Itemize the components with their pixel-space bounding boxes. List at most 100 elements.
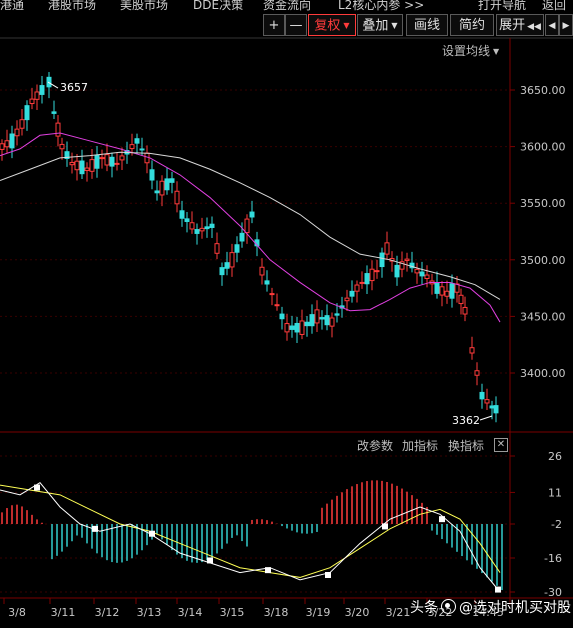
candle-body: [462, 306, 468, 315]
candle-body: [249, 211, 255, 218]
set-ma-label: 设置均线: [442, 44, 491, 58]
simple-mode-button[interactable]: 简约: [450, 14, 494, 36]
adjust-label: 复权: [314, 18, 341, 34]
x-tick-label: 3/14: [178, 606, 203, 619]
candle-body: [164, 178, 170, 191]
y-tick-label: 3600.00: [520, 141, 566, 154]
candle-body: [244, 218, 250, 234]
expand-button[interactable]: 展开 ◀◀: [496, 14, 544, 36]
next-button[interactable]: ▶: [559, 14, 573, 36]
candle-body: [304, 321, 310, 327]
candle-body: [364, 273, 370, 285]
macd-histogram: [1, 480, 503, 591]
macd-cross-marker: [382, 523, 388, 530]
x-tick-label: 3/13: [137, 606, 162, 619]
menu-hk-market[interactable]: 港股市场: [48, 0, 97, 11]
candle-body: [289, 325, 295, 330]
macd-dea-line: [0, 484, 501, 578]
candle-body: [174, 190, 180, 205]
prev-button[interactable]: ◀: [545, 14, 559, 36]
candle-body: [229, 252, 235, 268]
candle-body: [458, 294, 464, 305]
add-indicator-button[interactable]: 加指标: [402, 439, 439, 453]
y-tick-label: 3500.00: [520, 254, 566, 267]
candle-body: [64, 151, 70, 159]
candle-body: [359, 281, 365, 284]
chevron-down-icon: ▼: [391, 21, 398, 30]
candle-body: [0, 143, 5, 150]
low-pointer: [479, 415, 493, 421]
candle-body: [439, 286, 445, 296]
double-arrow-left-icon: ◀◀: [527, 22, 541, 32]
candle-body: [74, 160, 80, 171]
menu-us-market[interactable]: 美股市场: [120, 0, 169, 11]
candle-body: [469, 347, 475, 354]
chart-grid: [0, 37, 573, 605]
candle-body: [449, 283, 455, 299]
menu-back[interactable]: 返回: [542, 0, 567, 11]
candle-body: [369, 268, 375, 282]
candle-body: [344, 297, 350, 302]
y-tick-label: 3550.00: [520, 197, 566, 210]
candle-body: [99, 157, 105, 160]
switch-indicator-button[interactable]: 换指标: [448, 439, 485, 453]
draw-line-button[interactable]: 画线: [406, 14, 448, 36]
menu-fund-flow[interactable]: 资金流向: [263, 0, 312, 11]
watermark-separator: @: [459, 600, 473, 616]
candle-body: [394, 264, 400, 278]
candle-body: [104, 154, 110, 166]
menu-hk-connect[interactable]: 港通: [0, 0, 25, 11]
change-params-button[interactable]: 改参数: [357, 439, 394, 453]
candle-body: [484, 399, 490, 404]
chart-toolbar: + — 复权 ▼ 叠加 ▼ 画线 简约 展开 ◀◀ ◀ ▶: [0, 12, 573, 38]
set-ma-button[interactable]: 设置均线 ▼: [442, 42, 499, 59]
moving-average-lines: [0, 132, 501, 323]
close-icon[interactable]: ✕: [494, 438, 508, 452]
macd-cross-marker: [439, 516, 445, 523]
x-axis: 3/8 3/11 3/12 3/13 3/14 3/15 3/18 3/19 3/20 3/21 3…: [3, 598, 504, 619]
candle-body: [259, 266, 265, 276]
candle-body: [414, 268, 420, 274]
zoom-out-button[interactable]: —: [285, 14, 307, 36]
candle-body: [279, 313, 285, 320]
candle-body: [434, 282, 440, 294]
menu-dde[interactable]: DDE决策: [193, 0, 244, 11]
candle-body: [169, 178, 175, 183]
overlay-dropdown[interactable]: 叠加 ▼: [357, 14, 403, 36]
chevron-down-icon: ▼: [343, 21, 350, 30]
candle-body: [224, 262, 230, 269]
y-tick-label: 3650.00: [520, 84, 566, 97]
y-tick-label: 11: [548, 486, 562, 499]
candle-body: [493, 405, 499, 414]
macd-cross-marker: [34, 484, 40, 491]
candle-body: [209, 223, 215, 228]
candle-body: [149, 169, 155, 181]
macd-cross-marker: [265, 567, 271, 574]
low-price-label: 3362: [452, 414, 480, 427]
candle-body: [424, 274, 430, 280]
ma-long-line: [0, 151, 501, 300]
candle-body: [444, 290, 450, 297]
macd-cross-marker: [495, 586, 501, 593]
x-tick-label: 14:45: [472, 606, 504, 619]
candle-body: [29, 98, 35, 105]
candle-body: [374, 270, 380, 273]
adjust-dropdown[interactable]: 复权 ▼: [308, 14, 356, 36]
candle-body: [299, 320, 305, 335]
candle-body: [51, 111, 57, 114]
y-tick-label: -16: [544, 552, 562, 565]
y-tick-label: 26: [548, 450, 562, 463]
candle-body: [184, 218, 190, 222]
menu-l2-insight[interactable]: L2核心内参 >>: [338, 0, 425, 11]
candle-body: [264, 280, 270, 285]
candle-body: [109, 156, 115, 167]
y-tick-label: -2: [551, 518, 562, 531]
menu-open-nav[interactable]: 打开导航: [478, 0, 527, 11]
candle-body: [46, 76, 52, 88]
zoom-in-button[interactable]: +: [263, 14, 285, 36]
x-tick-label: 3/12: [95, 606, 120, 619]
candle-body: [194, 229, 200, 234]
high-pointer: [47, 81, 59, 89]
candle-body: [4, 140, 10, 148]
